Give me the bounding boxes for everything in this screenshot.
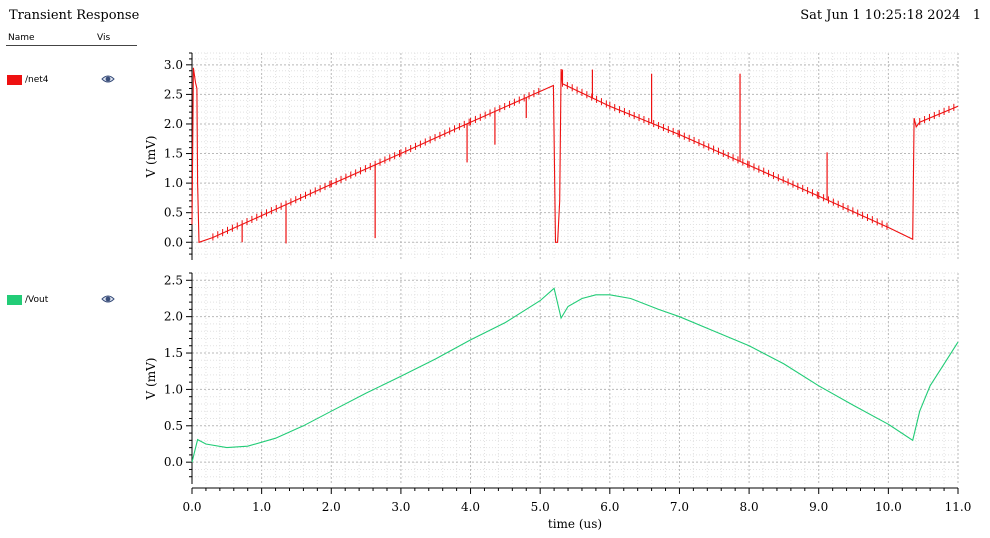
y-tick-label: 0.0 [164, 235, 183, 249]
y-tick-label: 2.0 [164, 117, 183, 131]
x-tick-label: 3.0 [391, 500, 410, 514]
y-tick-label: 2.5 [164, 273, 183, 287]
y-tick-label: 1.5 [164, 147, 183, 161]
legend-header-divider [6, 45, 137, 46]
y-tick-label: 3.0 [164, 58, 183, 72]
legend-swatch-vout [7, 295, 22, 305]
legend-label-net4: /net4 [25, 75, 49, 85]
y-tick-label: 2.0 [164, 310, 183, 324]
legend-swatch-net4 [7, 75, 22, 85]
legend-header-name: Name [8, 33, 35, 43]
x-tick-label: 4.0 [461, 500, 480, 514]
x-tick-label: 5.0 [531, 500, 550, 514]
x-axis-label: time (us) [548, 517, 602, 531]
legend-item-net4[interactable]: /net4 [7, 75, 137, 89]
eye-icon[interactable] [101, 293, 115, 305]
x-tick-label: 7.0 [670, 500, 689, 514]
x-tick-label: 1.0 [252, 500, 271, 514]
series-line-Vout [191, 287, 959, 463]
x-tick-label: 10.0 [875, 500, 902, 514]
y-axis-label: V (mV) [144, 136, 158, 179]
y-tick-label: 0.0 [164, 455, 183, 469]
window-title: Transient Response [9, 8, 140, 23]
legend-label-vout: /Vout [25, 295, 49, 305]
y-tick-label: 1.0 [164, 176, 183, 190]
eye-icon[interactable] [101, 73, 115, 85]
y-tick-label: 1.5 [164, 346, 183, 360]
series-line-net4 [191, 67, 959, 244]
x-tick-label: 2.0 [322, 500, 341, 514]
y-tick-label: 0.5 [164, 419, 183, 433]
x-tick-label: 8.0 [740, 500, 759, 514]
legend-item-vout[interactable]: /Vout [7, 295, 137, 309]
x-tick-label: 9.0 [809, 500, 828, 514]
timestamp: Sat Jun 1 10:25:18 2024 1 [800, 8, 981, 23]
y-axis-label: V (mV) [144, 358, 158, 401]
x-tick-label: 11.0 [945, 500, 972, 514]
y-tick-label: 2.5 [164, 87, 183, 101]
y-tick-label: 1.0 [164, 382, 183, 396]
x-tick-label: 6.0 [600, 500, 619, 514]
legend-header-vis: Vis [97, 33, 111, 43]
y-tick-label: 0.5 [164, 206, 183, 220]
x-tick-label: 0.0 [182, 500, 201, 514]
